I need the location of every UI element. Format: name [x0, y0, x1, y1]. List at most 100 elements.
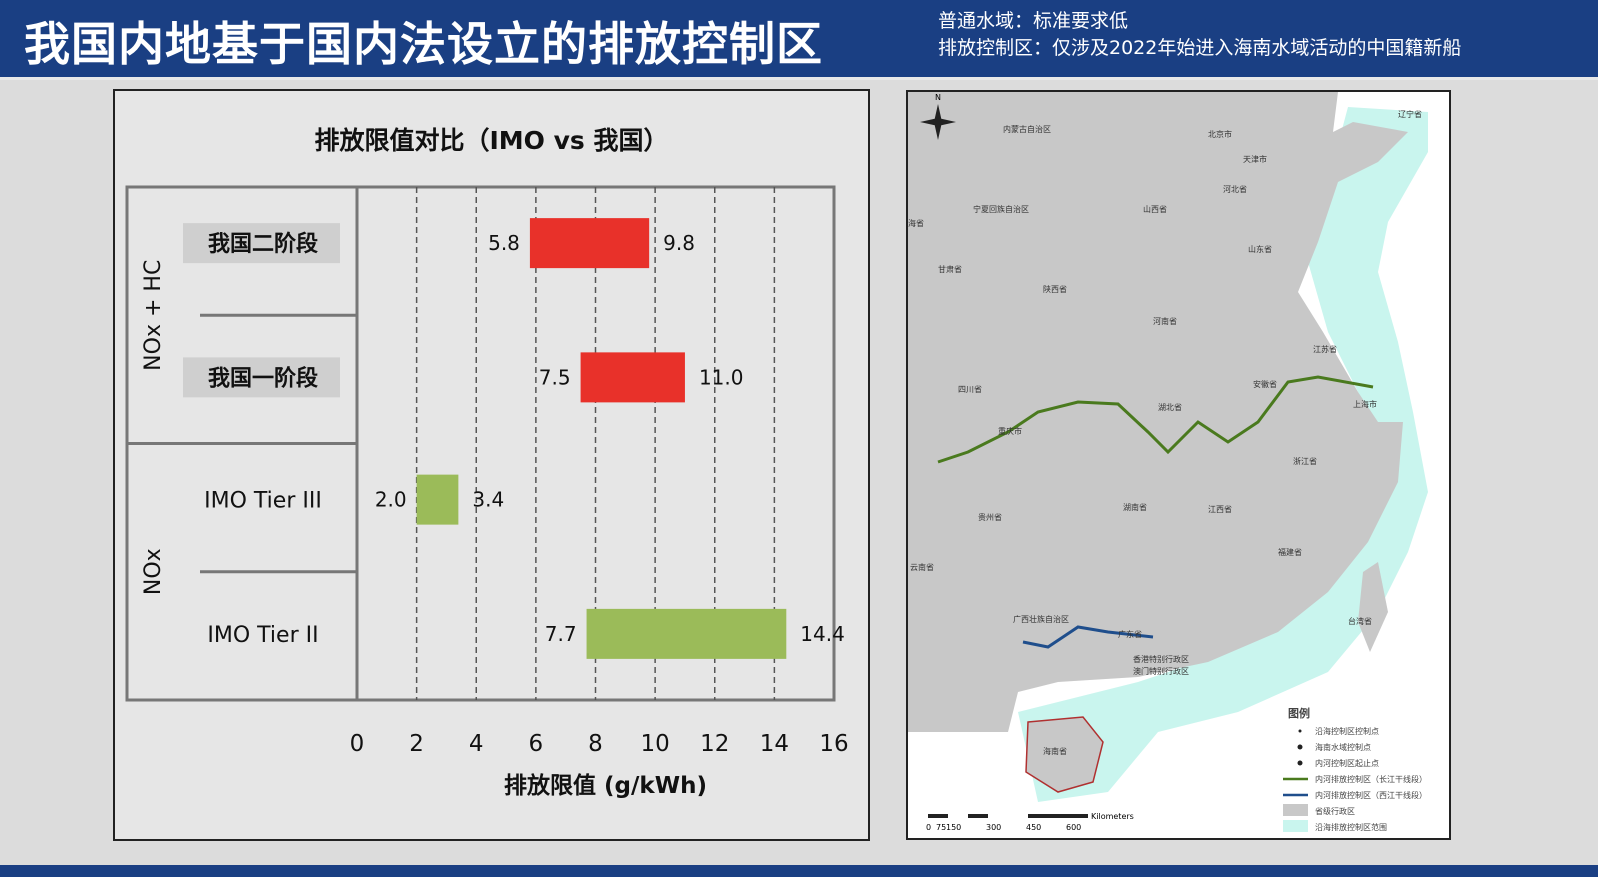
- category-label: IMO Tier III: [204, 489, 322, 514]
- map-region-label: 河北省: [1223, 184, 1247, 194]
- chart-title: 排放限值对比（IMO vs 我国）: [314, 126, 669, 155]
- map-region-label: 广西壮族自治区: [1013, 614, 1069, 624]
- map-region-label: 陕西省: [1043, 284, 1067, 294]
- slide-footer: [0, 865, 1598, 877]
- bar-high-label: 11.0: [699, 365, 744, 389]
- legend-item: 沿海控制区控制点: [1315, 726, 1379, 736]
- category-label: IMO Tier II: [207, 623, 318, 648]
- map-region-label: 江苏省: [1313, 344, 1337, 354]
- map-region-label: 甘肃省: [938, 264, 962, 274]
- chart-svg: 0 2 4 6 8 10 12 14 16 排放限值 (g/kWh) NOx + HC 我国二阶段 5.…: [125, 185, 849, 799]
- bar-low-label: 7.5: [539, 365, 571, 389]
- map-region-label: 广东省: [1118, 629, 1142, 639]
- scale-tick: 150: [946, 823, 961, 832]
- map-region-label: 重庆市: [998, 426, 1022, 436]
- bar-high-label: 9.8: [663, 231, 695, 255]
- note-line: 普通水域：标准要求低: [938, 10, 1129, 32]
- map-region-label: 宁夏回族自治区: [973, 204, 1029, 214]
- map-region-label: 福建省: [1278, 547, 1302, 557]
- slide-title: 我国内地基于国内法设立的排放控制区: [24, 17, 823, 71]
- range-bar: [586, 608, 787, 659]
- emission-chart: 排放限值对比（IMO vs 我国） 0 2 4 6 8 10 12 14 16 排放限值 (g/k…: [113, 89, 870, 841]
- slide-header: 我国内地基于国内法设立的排放控制区 普通水域：标准要求低 排放控制区：仅涉及20…: [0, 0, 1598, 80]
- bar-low-label: 7.7: [545, 622, 577, 646]
- yangtze-river: [937, 375, 1374, 464]
- x-tick-label: 8: [588, 731, 603, 757]
- map-region-label: 台湾省: [1348, 616, 1372, 626]
- map-region-label: 澳门特别行政区: [1133, 666, 1189, 676]
- scale-tick: 300: [986, 823, 1001, 832]
- map-region-label: 香港特别行政区: [1133, 654, 1189, 664]
- legend-swatch: [1298, 729, 1302, 733]
- xijiang-river: [1022, 625, 1154, 649]
- legend-item: 沿海排放控制区范围: [1315, 822, 1387, 832]
- map-region-label: 湖南省: [1123, 502, 1147, 512]
- slide-notes: 普通水域：标准要求低 排放控制区：仅涉及2022年始进入海南水域活动的中国籍新船: [938, 8, 1461, 62]
- x-tick-label: 14: [760, 731, 789, 757]
- land: [908, 92, 1408, 732]
- range-bar: [416, 474, 459, 525]
- map-legend: 图例 沿海控制区控制点海南水域控制点内河控制区起止点内河排放控制区（长江干线段）…: [1283, 706, 1427, 832]
- x-tick-label: 6: [529, 731, 544, 757]
- taiwan: [1358, 562, 1388, 652]
- eca-band: [1018, 107, 1428, 802]
- group-label: NOx: [141, 548, 166, 595]
- legend-item: 内河排放控制区（西江干线段）: [1315, 790, 1427, 800]
- category-label-bg: [183, 223, 340, 264]
- bar-low-label: 2.0: [375, 488, 407, 512]
- legend-item: 海南水域控制点: [1315, 742, 1371, 752]
- x-tick-label: 4: [469, 731, 484, 757]
- map-region-label: 贵州省: [978, 512, 1002, 522]
- map-region-label: 安徽省: [1253, 379, 1277, 389]
- map-region-label: 辽宁省: [1398, 109, 1422, 119]
- category-label: 我国二阶段: [208, 231, 318, 257]
- x-tick-label: 12: [700, 731, 729, 757]
- category-label: 我国一阶段: [208, 365, 318, 391]
- legend-swatch: [1283, 820, 1308, 832]
- x-tick-label: 0: [350, 731, 365, 757]
- map-region-label: 海省: [908, 218, 924, 228]
- scale-tick: 75: [936, 823, 946, 832]
- category-label-bg: [183, 357, 340, 398]
- map-region-label: 浙江省: [1293, 456, 1317, 466]
- scale-unit: Kilometers: [1091, 812, 1134, 821]
- range-bar: [529, 218, 650, 269]
- scale-tick: 0: [926, 823, 931, 832]
- eca-map: N 内蒙古自治区北京市 辽宁省天津市河北省宁夏回族自治区 山西省山东省甘肃省陕西省河…: [906, 90, 1451, 840]
- legend-item: 内河排放控制区（长江干线段）: [1315, 774, 1427, 784]
- map-region-label: 江西省: [1208, 504, 1232, 514]
- map-region-label: 山东省: [1248, 244, 1272, 254]
- map-region-label: 北京市: [1208, 129, 1232, 139]
- bar-high-label: 14.4: [800, 622, 845, 646]
- legend-swatch: [1297, 760, 1303, 766]
- hainan: [1025, 716, 1104, 793]
- note-line: 排放控制区：仅涉及2022年始进入海南水域活动的中国籍新船: [938, 37, 1462, 59]
- legend-title: 图例: [1288, 706, 1310, 720]
- scale-tick: 450: [1026, 823, 1041, 832]
- legend-swatch: [1283, 804, 1308, 816]
- group-label: NOx + HC: [141, 260, 166, 371]
- map-region-label: 天津市: [1243, 154, 1267, 164]
- scale-tick: 600: [1066, 823, 1081, 832]
- bar-low-label: 5.8: [488, 231, 520, 255]
- map-region-label: 四川省: [958, 384, 982, 394]
- scale-bar: Kilometers 0 75 150 300 450 600: [926, 812, 1134, 832]
- map-region-label: 内蒙古自治区: [1003, 124, 1051, 134]
- x-axis-label: 排放限值 (g/kWh): [504, 772, 707, 799]
- map-region-label: 云南省: [910, 562, 934, 572]
- map-region-label: 海南省: [1043, 746, 1067, 756]
- legend-item: 内河控制区起止点: [1315, 758, 1379, 768]
- bar-high-label: 3.4: [472, 488, 504, 512]
- x-tick-label: 16: [819, 731, 848, 757]
- compass: N: [920, 93, 956, 140]
- map-region-label: 湖北省: [1158, 402, 1182, 412]
- map-region-label: 山西省: [1143, 204, 1167, 214]
- map-region-label: 河南省: [1153, 316, 1177, 326]
- x-tick-label: 10: [640, 731, 669, 757]
- map-region-label: 上海市: [1353, 399, 1377, 409]
- x-tick-label: 2: [409, 731, 424, 757]
- legend-item: 省级行政区: [1315, 806, 1355, 816]
- legend-swatch: [1297, 744, 1303, 750]
- north-label: N: [935, 93, 941, 102]
